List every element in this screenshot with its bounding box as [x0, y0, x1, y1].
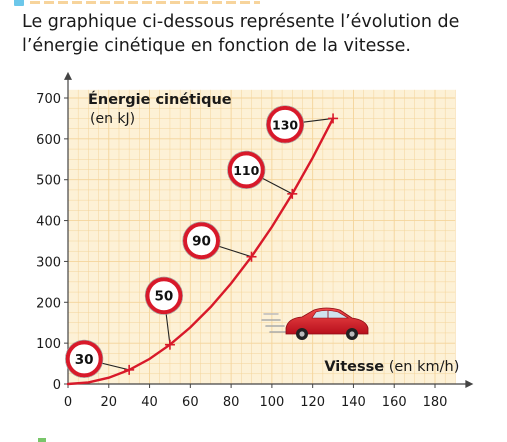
x-axis-arrow-icon	[465, 380, 474, 388]
x-tick-label: 60	[182, 395, 199, 410]
section-marker-icon	[14, 0, 24, 6]
speed-sign-90: 90	[182, 221, 257, 262]
x-tick-label: 180	[423, 395, 448, 410]
y-tick-label: 500	[36, 174, 61, 189]
x-axis-title-group: Vitesse (en km/h)	[324, 359, 459, 375]
speed-limit-sign-icon	[183, 222, 220, 260]
speed-sign-130: 130	[265, 105, 339, 144]
y-tick-label: 600	[36, 133, 61, 148]
sign-label: 50	[155, 289, 174, 305]
sign-rim	[227, 150, 266, 189]
x-tick-label: 100	[259, 395, 284, 410]
sign-label: 30	[75, 352, 94, 368]
header-rule	[30, 1, 260, 4]
car-icon	[261, 307, 369, 340]
y-tick-label: 200	[36, 296, 61, 311]
sign-label: 130	[272, 117, 298, 132]
header-decoration	[14, 0, 290, 6]
x-axis-title: Vitesse (en km/h)	[324, 359, 459, 375]
x-axis-title-unit: (en km/h)	[384, 359, 459, 375]
y-axis-title: Énergie cinétique	[88, 91, 232, 108]
marked-points: 30 50 90 110 130	[65, 105, 339, 378]
axes	[64, 71, 474, 388]
sign-label: 90	[192, 234, 211, 250]
speed-limit-sign-icon	[266, 105, 304, 143]
x-tick-label: 80	[223, 395, 240, 410]
intro-line-2: l’énergie cinétique en fonction de la vi…	[22, 36, 411, 56]
sign-label: 110	[233, 163, 259, 178]
x-axis-ticks: 0 20 40 60 80 100 120 140 160 180	[64, 384, 448, 410]
kinetic-energy-curve	[66, 117, 335, 386]
intro-line-1: Le graphique ci-dessous représente l’évo…	[22, 12, 460, 32]
x-tick-label: 120	[300, 395, 325, 410]
x-tick-label: 140	[341, 395, 366, 410]
y-tick-label: 300	[36, 255, 61, 270]
speed-sign-30: 30	[65, 339, 135, 378]
x-tick-label: 0	[64, 395, 72, 410]
footer-marker-icon	[38, 438, 46, 442]
y-axis-arrow-icon	[64, 71, 72, 80]
x-tick-label: 40	[141, 395, 158, 410]
y-tick-label: 100	[36, 337, 61, 352]
y-tick-label: 700	[36, 92, 61, 107]
sign-rim	[182, 221, 221, 260]
y-axis-unit: (en kJ)	[90, 111, 135, 127]
speed-sign-110: 110	[227, 150, 298, 199]
speed-limit-sign-icon	[145, 277, 183, 315]
speed-limit-sign-icon	[227, 151, 265, 189]
speed-sign-50: 50	[144, 276, 184, 350]
sign-rim	[265, 105, 305, 144]
y-axis-ticks: 0 100 200 300 400 500 600 700	[36, 92, 68, 393]
x-tick-label: 160	[382, 395, 407, 410]
sign-rim	[65, 339, 104, 378]
x-axis-title-main: Vitesse	[324, 359, 384, 375]
speed-limit-sign-icon	[65, 340, 103, 378]
y-tick-label: 0	[53, 378, 61, 393]
x-tick-label: 20	[101, 395, 118, 410]
sign-rim	[144, 276, 184, 315]
kinetic-energy-chart: 0 100 200 300 400 500 600 700 0 20 40 60 80 100 120 14…	[36, 71, 474, 410]
intro-text: Le graphique ci-dessous représente l’évo…	[22, 10, 497, 58]
y-tick-label: 400	[36, 215, 61, 230]
